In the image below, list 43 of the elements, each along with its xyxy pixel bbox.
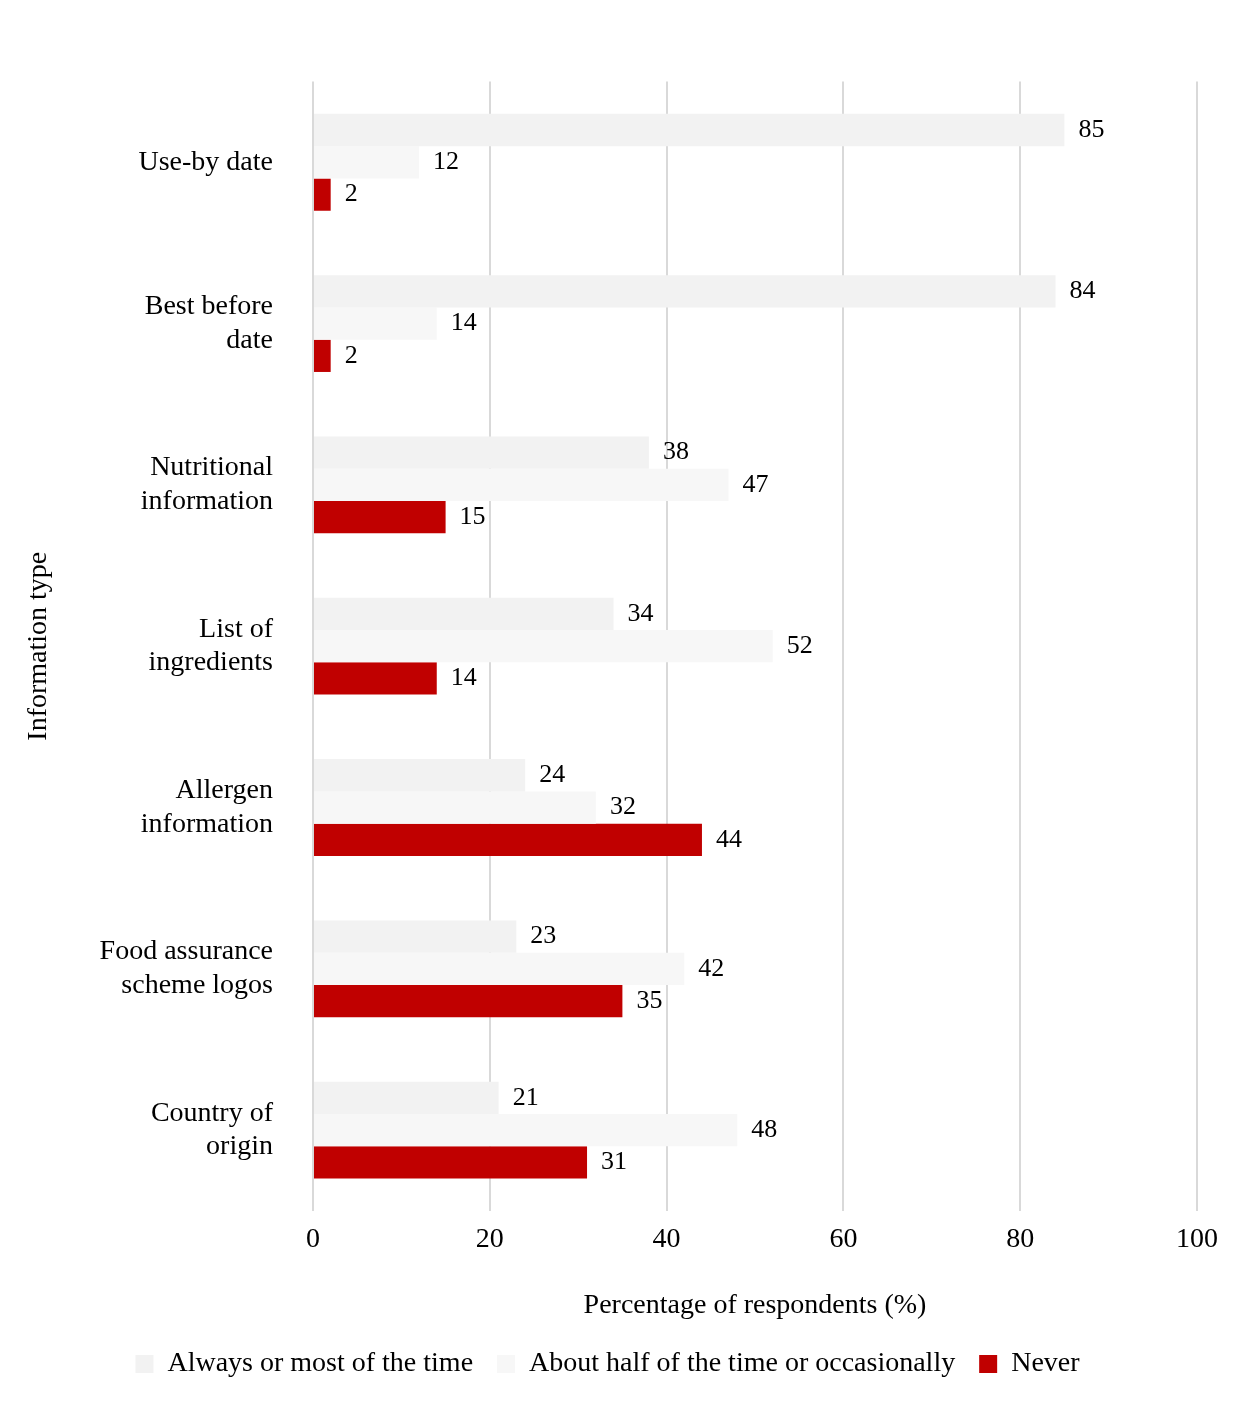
bar [314, 339, 331, 372]
data-label: 24 [539, 759, 566, 789]
data-label: 84 [1069, 275, 1096, 305]
data-label: 14 [450, 662, 477, 692]
y-tick-label: Use-by date [138, 144, 273, 176]
x-tick-label: 100 [1176, 1221, 1218, 1253]
y-tick-label: Country of origin [150, 1095, 274, 1161]
x-axis-title: Percentage of respondents (%) [583, 1287, 927, 1319]
data-label: 12 [433, 146, 460, 176]
data-label: 52 [786, 630, 813, 660]
bar [314, 501, 446, 534]
y-tick-label: Best before date [144, 289, 273, 354]
data-label: 32 [609, 791, 636, 821]
data-label: 2 [344, 178, 358, 208]
x-tick-label: 80 [1006, 1221, 1035, 1253]
y-tick-label: List of ingredients [148, 611, 274, 677]
data-label: 42 [698, 952, 725, 982]
data-label: 47 [742, 468, 769, 498]
y-axis-title: Information type [21, 551, 53, 741]
data-label: 44 [715, 823, 742, 853]
data-label: 85 [1078, 113, 1105, 143]
y-tick-label: Allergen information [140, 773, 273, 838]
x-tick-label: 20 [475, 1221, 504, 1253]
y-tick-label: Food assurance scheme logos [99, 934, 273, 999]
x-tick-label: 60 [829, 1221, 858, 1253]
data-label: 34 [627, 597, 654, 627]
data-label: 38 [662, 436, 689, 466]
bar [314, 178, 331, 211]
bar [314, 662, 437, 695]
legend-label: Always or most of the time [167, 1346, 474, 1378]
legend-label: Never [1011, 1346, 1081, 1378]
x-tick-label: 0 [306, 1221, 320, 1253]
y-tick-label: Nutritional information [140, 450, 274, 516]
legend-label: About half of the time or occasionally [529, 1346, 956, 1378]
x-tick-label: 40 [652, 1221, 681, 1253]
data-label: 15 [459, 500, 486, 530]
data-label: 14 [450, 307, 477, 337]
data-label: 2 [344, 339, 358, 369]
data-label: 31 [601, 1146, 628, 1176]
data-label: 21 [512, 1081, 539, 1111]
data-label: 35 [636, 984, 663, 1014]
data-label: 23 [530, 920, 557, 950]
data-label: 48 [751, 1113, 778, 1143]
